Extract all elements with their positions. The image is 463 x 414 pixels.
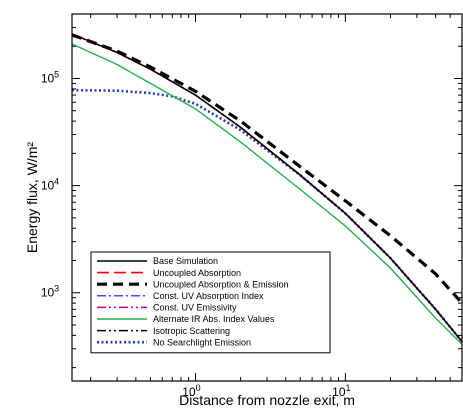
y-tick-label: 103 — [41, 284, 59, 300]
legend-label-2: Uncoupled Absorption — [153, 268, 241, 278]
legend-label-4: Const. UV Absorption Index — [153, 291, 264, 301]
series-line-1 — [72, 33, 462, 343]
series-line-3 — [72, 33, 462, 305]
y-axis-label: Energy flux, W/m² — [24, 142, 40, 254]
legend-label-5: Const. UV Emissivity — [153, 303, 237, 313]
legend-label-7: Isotropic Scattering — [153, 326, 230, 336]
legend: Base Simulation Uncoupled AbsorptionUncou… — [90, 251, 331, 354]
legend-box — [90, 251, 331, 354]
legend-label-3: Uncoupled Absorption & Emission — [153, 279, 289, 289]
y-tick-label: 104 — [41, 177, 59, 193]
axis-ticks: 100 101 103 104 105 — [41, 13, 463, 399]
legend-label-8: No Searchlight Emission — [153, 337, 251, 347]
series-layer — [72, 33, 462, 345]
x-tick-label: 101 — [332, 383, 350, 399]
x-axis-label: Distance from nozzle exit, m — [179, 392, 355, 408]
series-line-6 — [72, 43, 462, 345]
y-tick-label: 105 — [41, 69, 59, 85]
legend-label-6: Alternate IR Abs. Index Values — [153, 314, 275, 324]
legend-label-1: Base Simulation — [153, 256, 218, 266]
x-tick-label: 100 — [182, 383, 200, 399]
